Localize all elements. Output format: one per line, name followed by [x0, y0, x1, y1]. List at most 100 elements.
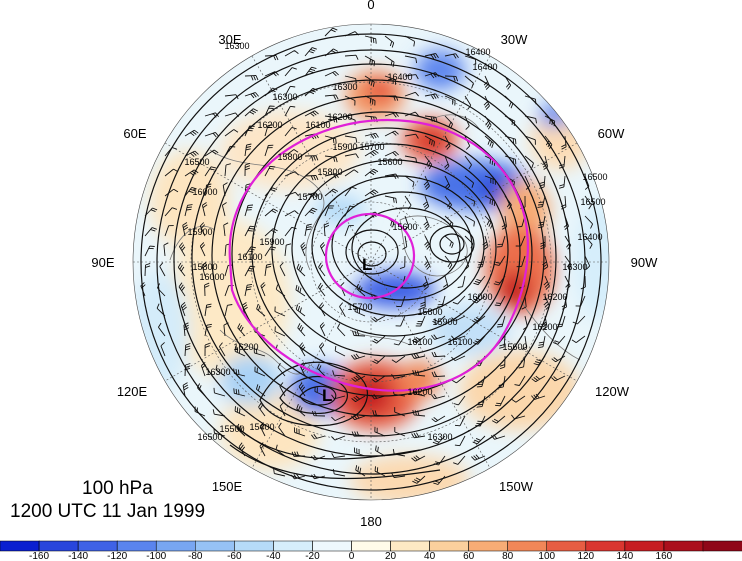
colorbar-tick-label: 140: [616, 551, 633, 561]
contour-label: 16200: [257, 120, 282, 130]
colorbar-tick-label: 100: [538, 551, 555, 561]
colorbar-swatch: [0, 540, 40, 552]
lon-label-150e: 150E: [212, 479, 243, 494]
colorbar-tick-label: -140: [68, 551, 88, 561]
contour-label: 16400: [387, 72, 412, 82]
colorbar-swatch: [312, 540, 353, 552]
graticule: [133, 24, 609, 500]
colorbar-swatch: [546, 540, 587, 552]
colorbar-swatch: [624, 540, 665, 552]
contour-label: 16300: [562, 262, 587, 272]
colorbar-tick-label: 60: [463, 551, 475, 561]
colorbar-swatch: [116, 540, 157, 552]
contour-label: 16200: [407, 387, 432, 397]
colorbar-tick-label: 80: [502, 551, 514, 561]
lon-label-30w: 30W: [501, 32, 528, 47]
contour-label: 15800: [192, 262, 217, 272]
colorbar-tick-label: 40: [424, 551, 436, 561]
contour-label: 15800: [277, 152, 302, 162]
contour-label: 16100: [532, 322, 557, 332]
contour-label: 16000: [192, 187, 217, 197]
map-boundary: [132, 23, 610, 501]
lon-label-150w: 150W: [499, 479, 534, 494]
colorbar-swatch: [663, 540, 704, 552]
colorbar-tick-label: -100: [146, 551, 166, 561]
contour-label: 15900: [187, 227, 212, 237]
contour-label: 16100: [305, 120, 330, 130]
contour-label: 15800: [417, 307, 442, 317]
colorbar-tick-label: -20: [305, 551, 320, 561]
colorbar: -160 -140 -120 -100 -80 -60 -40 -20 0 20 40 60 80 100…: [0, 540, 742, 561]
title-valid-time: 1200 UTC 11 Jan 1999: [10, 501, 206, 522]
lon-label-120e: 120E: [117, 384, 148, 399]
contour-label: 16500: [197, 432, 222, 442]
contour-label: 16000: [467, 292, 492, 302]
colorbar-tick-label: 120: [577, 551, 594, 561]
colorbar-swatch: [155, 540, 197, 552]
lon-label-90e: 90E: [91, 255, 114, 270]
contour-label: 16000: [199, 272, 224, 282]
colorbar-tick-label: -80: [188, 551, 203, 561]
colorbar-tick-label: -160: [29, 551, 49, 561]
contour-label: 16300: [224, 41, 249, 51]
lon-label-0: 0: [367, 0, 374, 12]
contour-label: 16300: [427, 432, 452, 442]
colorbar-swatch: [390, 540, 431, 552]
contour-label: 15700: [297, 192, 322, 202]
colorbar-tick-label: 20: [385, 551, 397, 561]
magenta-contours: [228, 118, 529, 392]
lon-label-60w: 60W: [598, 126, 625, 141]
colorbar-swatch: [195, 540, 236, 552]
contour-label: 16100: [447, 337, 472, 347]
colorbar-swatch: [351, 540, 392, 552]
lon-label-60e: 60E: [123, 126, 146, 141]
magenta-outer-contour: [228, 118, 529, 392]
colorbar-tick-label: 160: [656, 551, 673, 561]
colorbar-swatch: [702, 540, 742, 552]
contour-label: 15600: [502, 342, 527, 352]
low-center-pacific: L: [322, 386, 332, 405]
contour-label: 16400: [472, 62, 497, 72]
lon-label-180: 180: [360, 514, 382, 529]
lon-label-90w: 90W: [631, 255, 658, 270]
colorbar-tick-label: -120: [107, 551, 127, 561]
contour-label: 16500: [184, 157, 209, 167]
contour-label: 16300: [332, 82, 357, 92]
contour-label: 15900: [432, 317, 457, 327]
contour-label: 16200: [542, 292, 567, 302]
colorbar-tick-label: -60: [227, 551, 242, 561]
contour-label: 16400: [465, 47, 490, 57]
colorbar-tick-label: -40: [266, 551, 281, 561]
contour-label: 16100: [237, 252, 262, 262]
low-center-polar: L: [362, 255, 372, 274]
wind-barb-field: [140, 27, 594, 485]
contour-label: 15600: [377, 157, 402, 167]
contour-label: 16300: [272, 92, 297, 102]
contour-label: 16500: [580, 197, 605, 207]
lon-label-30e: 30E: [218, 32, 241, 47]
contour-label: 16400: [577, 232, 602, 242]
contour-label: 15600: [392, 222, 417, 232]
colorbar-swatch: [38, 540, 79, 552]
title-pressure-level: 100 hPa: [82, 478, 153, 499]
contour-label: 15400: [249, 422, 274, 432]
contour-label: 16100: [407, 337, 432, 347]
contour-label: 16500: [582, 172, 607, 182]
contour-label: 15900: [332, 142, 357, 152]
magenta-inner-contour: [324, 212, 416, 300]
contour-label: 15700: [359, 142, 384, 152]
colorbar-tick-label: 0: [349, 551, 355, 561]
lon-label-120w: 120W: [595, 384, 630, 399]
contour-label: 16300: [205, 367, 230, 377]
colorbar-swatch: [585, 540, 626, 552]
contour-label: 15900: [259, 237, 284, 247]
contour-label: 16200: [327, 112, 352, 122]
colorbar-swatch: [77, 540, 118, 552]
colorbar-swatch: [429, 540, 470, 552]
contour-label: 16200: [233, 342, 258, 352]
contour-label: 15700: [347, 302, 372, 312]
contour-label: 15500: [219, 424, 244, 434]
colorbar-swatch: [468, 540, 509, 552]
wind-barbs: [140, 27, 594, 485]
